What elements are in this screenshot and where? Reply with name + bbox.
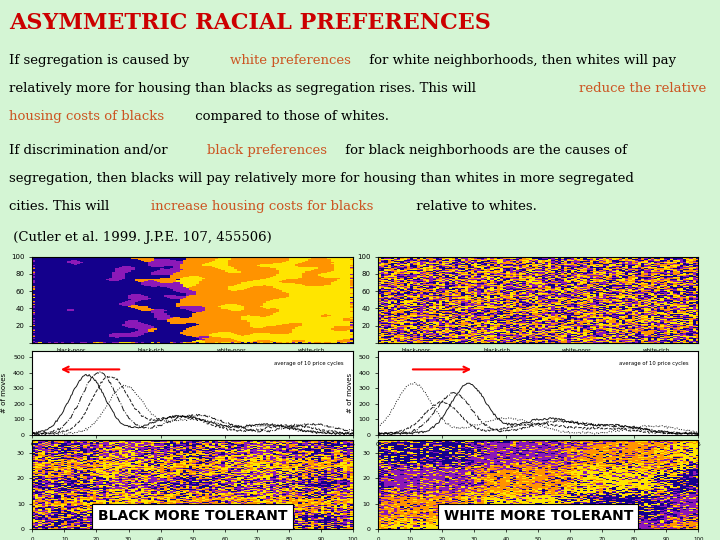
Text: If segregation is caused by: If segregation is caused by (9, 54, 193, 67)
Text: white-rich: white-rich (297, 348, 325, 353)
Y-axis label: # of moves: # of moves (347, 373, 353, 413)
Text: black-poor: black-poor (402, 348, 431, 353)
Text: for black neighborhoods are the causes of: for black neighborhoods are the causes o… (341, 144, 627, 157)
Text: white preferences: white preferences (230, 54, 351, 67)
Text: black-poor: black-poor (56, 348, 86, 353)
Text: black-rich: black-rich (138, 348, 164, 353)
Text: WHITE MORE TOLERANT: WHITE MORE TOLERANT (444, 509, 633, 523)
Text: (Cutler et al. 1999. J.P.E. 107, 455506): (Cutler et al. 1999. J.P.E. 107, 455506) (9, 231, 271, 244)
Text: black-rich: black-rich (483, 348, 510, 353)
Text: average of 10 price cycles: average of 10 price cycles (619, 361, 689, 366)
Text: BLACK MORE TOLERANT: BLACK MORE TOLERANT (98, 509, 287, 523)
Text: reduce the relative: reduce the relative (579, 82, 706, 95)
Y-axis label: # of moves: # of moves (1, 373, 7, 413)
Text: ASYMMETRIC RACIAL PREFERENCES: ASYMMETRIC RACIAL PREFERENCES (9, 12, 490, 34)
X-axis label: price of housing: price of housing (510, 453, 567, 459)
Text: white-poor: white-poor (216, 348, 246, 353)
Text: black preferences: black preferences (207, 144, 327, 157)
Text: increase housing costs for blacks: increase housing costs for blacks (151, 200, 374, 213)
Text: housing costs of blacks: housing costs of blacks (9, 110, 163, 123)
Text: relative to whites.: relative to whites. (413, 200, 537, 213)
Text: for white neighborhoods, then whites will pay: for white neighborhoods, then whites wil… (365, 54, 676, 67)
Text: cities. This will: cities. This will (9, 200, 113, 213)
Text: segregation, then blacks will pay relatively more for housing than whites in mor: segregation, then blacks will pay relati… (9, 172, 634, 185)
Text: average of 10 price cycles: average of 10 price cycles (274, 361, 343, 366)
Text: compared to those of whites.: compared to those of whites. (191, 110, 389, 123)
Text: white-rich: white-rich (643, 348, 670, 353)
Text: If discrimination and/or: If discrimination and/or (9, 144, 171, 157)
Text: white-poor: white-poor (562, 348, 591, 353)
X-axis label: price of housing: price of housing (164, 453, 221, 459)
Text: relatively more for housing than blacks as segregation rises. This will: relatively more for housing than blacks … (9, 82, 480, 95)
